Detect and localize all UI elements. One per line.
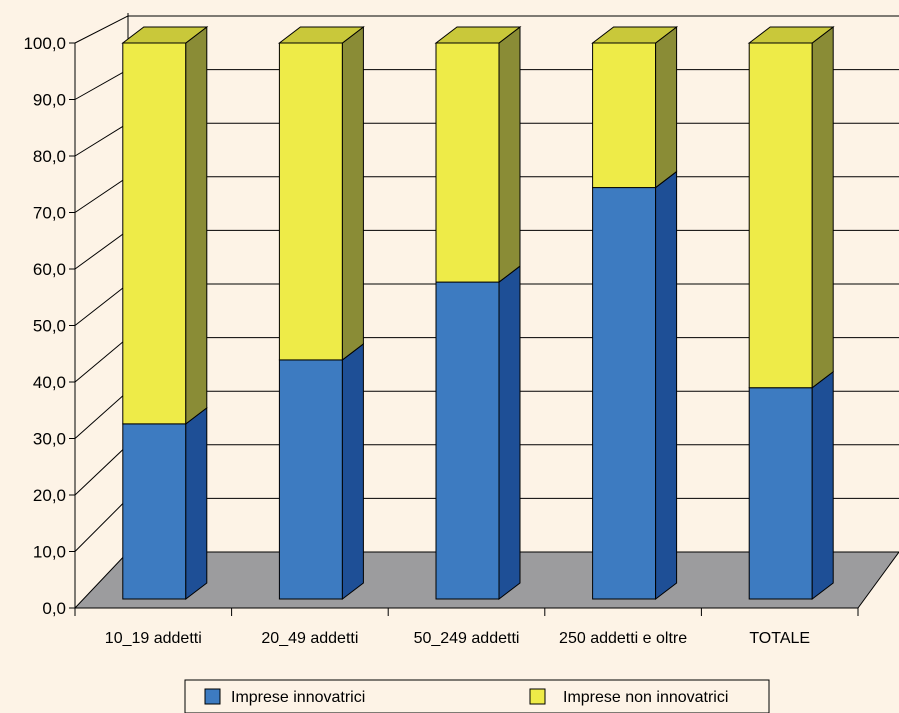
x-tick-label: 50_249 addetti <box>414 630 520 647</box>
bar-top <box>121 26 209 44</box>
y-tick-label: 0,0 <box>42 599 66 618</box>
gridline-diagonal <box>74 337 129 383</box>
bar-side <box>185 25 208 425</box>
legend-swatch-innovatrici <box>204 688 221 705</box>
bar-side <box>498 25 521 284</box>
y-tick-label: 100,0 <box>23 34 66 53</box>
y-tick-label: 70,0 <box>33 204 66 223</box>
bar-top <box>591 26 679 44</box>
gridline-diagonal <box>74 390 129 439</box>
bar-segment <box>748 42 813 389</box>
bar-side <box>341 25 364 361</box>
legend-label-innovatrici: Imprese innovatrici <box>231 689 365 706</box>
gridline-diagonal <box>74 15 129 44</box>
bar-segment <box>122 42 187 425</box>
bar-segment <box>592 187 657 600</box>
bar-side <box>185 406 208 601</box>
bar-side <box>341 342 364 601</box>
gridline-diagonal <box>74 176 129 213</box>
bar-segment <box>748 387 813 600</box>
bar-segment <box>122 423 187 600</box>
bar-top <box>277 26 365 44</box>
y-tick-label: 20,0 <box>33 486 66 505</box>
bar-side <box>655 170 678 601</box>
bar-top <box>747 26 835 44</box>
bar-segment <box>278 42 343 361</box>
gridline-diagonal <box>74 444 129 496</box>
y-tick-label: 30,0 <box>33 430 66 449</box>
bar-top <box>434 26 522 44</box>
y-tick-label: 50,0 <box>33 317 66 336</box>
bar-side <box>655 25 678 189</box>
bar-side <box>811 370 834 601</box>
bar-side <box>498 265 521 601</box>
gridline-diagonal <box>74 229 129 270</box>
bar-side <box>811 25 834 389</box>
bar-segment <box>435 42 500 283</box>
bar-segment <box>278 359 343 600</box>
gridline-diagonal <box>74 283 129 326</box>
x-tick-label: TOTALE <box>749 630 810 647</box>
x-tick-label: 10_19 addetti <box>105 630 202 647</box>
bar-segment <box>592 42 657 189</box>
bars <box>121 25 835 601</box>
legend-label-non-innovatrici: Imprese non innovatrici <box>563 689 728 706</box>
gridline-diagonal <box>74 122 129 157</box>
bar-segment <box>435 281 500 600</box>
y-tick-label: 80,0 <box>33 147 66 166</box>
y-tick-label: 40,0 <box>33 373 66 392</box>
gridline-diagonal <box>74 498 129 552</box>
gridline-diagonal <box>74 69 129 100</box>
x-tick-label: 250 addetti e oltre <box>559 630 687 647</box>
legend: Imprese innovatrici Imprese non innovatr… <box>184 679 770 713</box>
axes: 0,0 10,0 20,0 30,0 40,0 50,0 60,0 70,0 80,0 90,0 1… <box>23 34 859 647</box>
x-tick-label: 20_49 addetti <box>261 630 358 647</box>
y-tick-label: 60,0 <box>33 260 66 279</box>
legend-swatch-non-innovatrici <box>529 688 546 705</box>
y-tick-label: 90,0 <box>33 91 66 110</box>
y-tick-label: 10,0 <box>33 543 66 562</box>
legend-box <box>184 679 770 713</box>
